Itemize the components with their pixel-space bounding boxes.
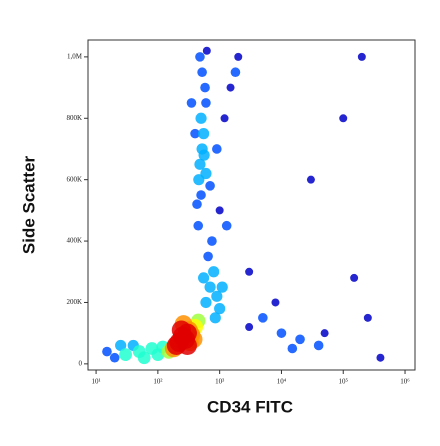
y-tick-label: 0 — [79, 359, 83, 367]
point — [215, 206, 224, 215]
y-tick-label: 400K — [66, 237, 82, 245]
point — [137, 351, 151, 365]
point — [376, 353, 385, 362]
point — [363, 313, 372, 322]
point — [245, 323, 254, 332]
point — [200, 167, 212, 180]
point — [177, 335, 197, 356]
point — [201, 98, 211, 108]
point — [190, 128, 200, 139]
point — [209, 312, 221, 324]
point — [192, 199, 202, 210]
point — [196, 190, 206, 200]
point — [287, 343, 298, 354]
x-tick-label: 10¹ — [92, 378, 101, 386]
point — [205, 181, 215, 191]
x-tick-label: 10² — [153, 378, 162, 386]
point — [258, 313, 268, 323]
point — [193, 220, 204, 231]
point — [234, 52, 243, 61]
point — [151, 348, 165, 362]
point — [200, 82, 210, 93]
point — [119, 348, 132, 362]
point — [230, 67, 241, 78]
point — [216, 281, 228, 293]
point — [350, 273, 359, 282]
point — [221, 220, 232, 231]
point — [195, 52, 205, 62]
point — [220, 114, 229, 123]
point — [306, 175, 315, 184]
point — [202, 46, 211, 55]
point — [212, 144, 222, 154]
y-tick-label: 800K — [66, 114, 82, 122]
point — [313, 340, 324, 351]
point — [211, 290, 223, 302]
x-axis-label: CD34 FITC — [207, 397, 293, 416]
point — [197, 67, 207, 78]
point — [194, 158, 206, 170]
point — [295, 334, 305, 345]
point — [226, 83, 235, 92]
point — [214, 303, 226, 315]
point — [320, 329, 329, 338]
x-tick-label: 10⁴ — [277, 378, 287, 386]
point — [357, 52, 366, 61]
point — [115, 339, 127, 352]
point — [102, 346, 112, 357]
point — [186, 98, 197, 108]
y-tick-label: 1,0M — [67, 52, 83, 60]
x-tick-label: 10³ — [215, 378, 224, 386]
point — [198, 272, 210, 284]
y-tick-label: 200K — [66, 298, 82, 306]
point — [203, 251, 213, 262]
point — [207, 236, 217, 246]
point — [276, 328, 287, 338]
plot-frame — [87, 39, 416, 371]
point — [200, 296, 212, 309]
x-tick-label: 10⁵ — [339, 378, 349, 386]
point — [271, 298, 280, 307]
point — [198, 149, 210, 161]
point — [171, 320, 191, 340]
y-tick-label: 600K — [66, 175, 82, 183]
point — [339, 114, 348, 123]
point — [204, 281, 216, 293]
x-tick-label: 10⁶ — [400, 378, 410, 386]
point — [208, 266, 220, 278]
point — [198, 128, 210, 140]
point — [195, 112, 207, 124]
y-axis-label: Side Scatter — [19, 155, 38, 254]
point — [245, 267, 254, 276]
point — [109, 352, 120, 363]
